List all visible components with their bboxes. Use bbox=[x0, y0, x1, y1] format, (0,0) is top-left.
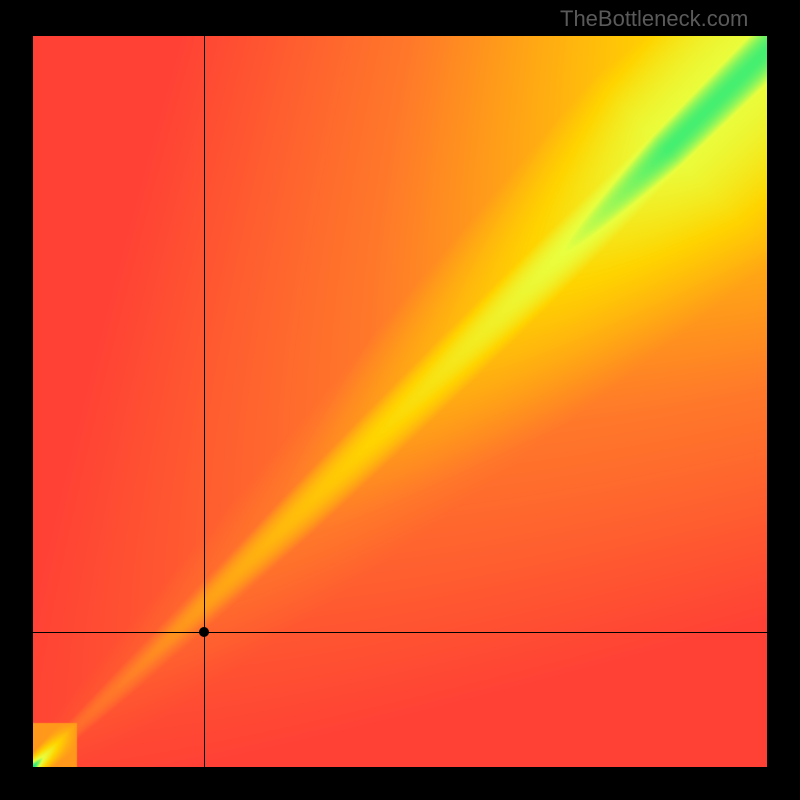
crosshair-horizontal bbox=[33, 632, 767, 633]
heatmap-plot bbox=[33, 36, 767, 767]
watermark-label: TheBottleneck.com bbox=[560, 6, 748, 32]
crosshair-vertical bbox=[204, 36, 205, 767]
heatmap-canvas bbox=[33, 36, 767, 767]
